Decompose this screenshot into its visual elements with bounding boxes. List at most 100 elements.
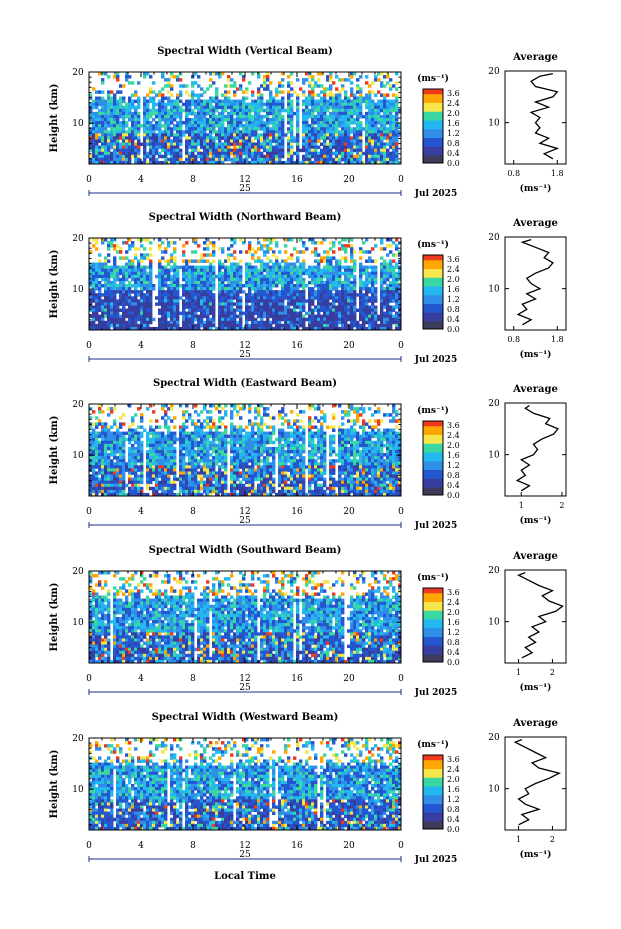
heatmap-cell — [287, 326, 291, 331]
heatmap-cell — [173, 302, 177, 306]
heatmap-cell — [116, 317, 120, 322]
heatmap-cell — [374, 274, 378, 279]
heatmap-cell — [161, 114, 165, 119]
heatmap-cell — [278, 133, 282, 137]
heatmap-cell — [371, 259, 375, 263]
heatmap-cell — [320, 308, 324, 312]
heatmap-cell — [227, 314, 231, 319]
heatmap-cell — [302, 293, 306, 297]
heatmap-cell — [290, 72, 294, 76]
heatmap-cell — [221, 145, 225, 150]
heatmap-cell — [272, 157, 276, 162]
heatmap-cell — [215, 90, 219, 94]
heatmap-cell — [350, 81, 354, 85]
heatmap-cell — [305, 72, 309, 76]
heatmap-cell — [176, 293, 180, 297]
heatmap-cell — [164, 111, 168, 116]
heatmap-cell — [278, 274, 282, 279]
heatmap-cell — [272, 118, 276, 122]
heatmap-cell — [389, 133, 393, 137]
heatmap-cell — [269, 136, 273, 140]
heatmap-cell — [164, 118, 168, 122]
heatmap-cell — [155, 151, 159, 156]
heatmap-cell — [125, 130, 129, 134]
heatmap-cell — [257, 320, 261, 325]
heatmap-cell — [263, 290, 267, 294]
heatmap-cell — [248, 114, 252, 119]
heatmap-cell — [380, 142, 384, 146]
heatmap-cell — [308, 127, 312, 131]
heatmap-cell — [359, 311, 363, 316]
heatmap-cell — [275, 274, 279, 279]
heatmap-cell — [185, 154, 189, 159]
heatmap-cell — [125, 111, 129, 116]
heatmap-cell — [182, 271, 186, 276]
heatmap-cell — [167, 323, 171, 328]
heatmap-cell — [263, 280, 267, 285]
heatmap-cell — [260, 118, 264, 122]
heatmap-cell — [263, 287, 267, 291]
heatmap-cell — [275, 133, 279, 137]
heatmap-cell — [194, 268, 198, 273]
heatmap-cell — [224, 290, 228, 294]
heatmap-cell — [230, 139, 234, 143]
heatmap-cell — [131, 290, 135, 294]
heatmap-cell — [191, 277, 195, 282]
heatmap-cell — [188, 151, 192, 156]
heatmap-cell — [383, 320, 387, 325]
heatmap-cell — [359, 145, 363, 150]
heatmap-cell — [167, 287, 171, 291]
heatmap-cell — [392, 299, 396, 303]
heatmap-cell — [278, 84, 282, 88]
heatmap-cell — [104, 157, 108, 162]
heatmap-cell — [302, 277, 306, 282]
heatmap-cell — [218, 314, 222, 319]
heatmap-cell — [107, 145, 111, 150]
heatmap-cell — [389, 274, 393, 279]
heatmap-cell — [281, 121, 285, 125]
heatmap-cell — [113, 139, 117, 143]
heatmap-cell — [278, 142, 282, 146]
heatmap-cell — [239, 274, 243, 279]
heatmap-cell — [176, 271, 180, 276]
heatmap-cell — [266, 290, 270, 294]
heatmap-cell — [104, 311, 108, 316]
heatmap-cell — [272, 238, 276, 242]
heatmap-cell — [344, 413, 348, 417]
heatmap-cell — [95, 105, 99, 110]
heatmap-cell — [170, 157, 174, 162]
heatmap-cell — [89, 250, 93, 254]
heatmap-cell — [371, 290, 375, 294]
heatmap-cell — [398, 314, 402, 319]
heatmap-cell — [206, 326, 210, 331]
heatmap-cell — [323, 323, 327, 328]
heatmap-cell — [386, 157, 390, 162]
heatmap-cell — [185, 151, 189, 156]
heatmap-cell — [239, 114, 243, 119]
heatmap-cell — [101, 410, 105, 414]
heatmap-cell — [290, 124, 294, 128]
heatmap-cell — [362, 250, 366, 254]
heatmap-cell — [272, 114, 276, 119]
heatmap-cell — [200, 265, 204, 270]
heatmap-cell — [167, 290, 171, 294]
heatmap-cell — [254, 250, 258, 254]
heatmap-cell — [299, 277, 303, 282]
heatmap-cell — [287, 127, 291, 131]
heatmap-cell — [335, 136, 339, 140]
heatmap-cell — [281, 271, 285, 276]
heatmap-cell — [227, 157, 231, 162]
heatmap-cell — [206, 124, 210, 128]
heatmap-cell — [353, 145, 357, 150]
heatmap-cell — [131, 81, 135, 85]
heatmap-cell — [266, 238, 270, 242]
heatmap-cell — [260, 121, 264, 125]
heatmap-cell — [350, 87, 354, 91]
heatmap-cell — [116, 130, 120, 134]
heatmap-cell — [323, 90, 327, 94]
heatmap-cell — [227, 296, 231, 300]
heatmap-cell — [371, 151, 375, 156]
heatmap-cell — [323, 274, 327, 279]
heatmap-cell — [149, 326, 153, 331]
heatmap-cell — [119, 151, 123, 156]
